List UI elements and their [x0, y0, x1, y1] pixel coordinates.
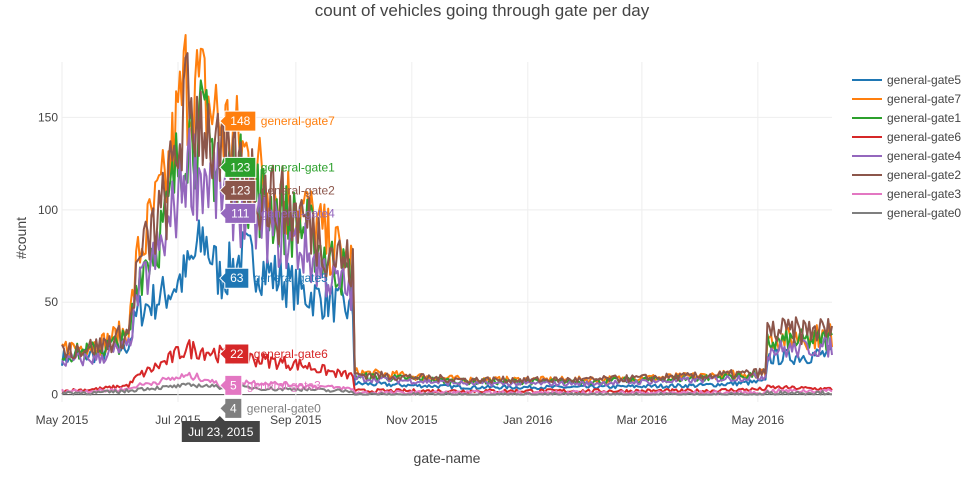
chart-title: count of vehicles going through gate per…	[315, 1, 650, 20]
legend-item-general-gate6[interactable]: general-gate6	[852, 130, 961, 144]
hover-label-general-gate1: 123 general-gate1	[219, 156, 335, 178]
hover-label-box	[219, 267, 250, 289]
legend-label: general-gate6	[887, 130, 961, 144]
hover-value: 148	[230, 114, 250, 128]
legend-item-general-gate0[interactable]: general-gate0	[852, 206, 961, 220]
grid	[61, 62, 832, 402]
x-tick-label: May 2016	[732, 413, 785, 427]
y-tick-label: 100	[38, 203, 58, 217]
hover-label-box	[219, 374, 243, 396]
hover-value: 4	[230, 401, 237, 415]
hover-value: 123	[230, 183, 250, 197]
legend-label: general-gate0	[887, 206, 961, 220]
series-line-general-gate0[interactable]	[61, 382, 832, 396]
x-tick-label: Mar 2016	[617, 413, 668, 427]
series-line-general-gate4[interactable]	[61, 127, 833, 387]
hover-label-general-gate6: 22 general-gate6	[219, 343, 328, 365]
hover-label-general-gate0: 4 general-gate0	[219, 397, 321, 419]
hover-series-name: general-gate6	[254, 347, 328, 361]
legend-item-general-gate1[interactable]: general-gate1	[852, 111, 961, 125]
legend-label: general-gate3	[887, 187, 961, 201]
hover-series-name: general-gate7	[261, 114, 335, 128]
hover-labels: 148 general-gate7 123 general-gate1 123 gener…	[181, 110, 335, 442]
hover-value: 5	[230, 378, 237, 392]
hover-date-text: Jul 23, 2015	[188, 425, 254, 439]
y-tick-label: 0	[51, 388, 58, 402]
legend-label: general-gate4	[887, 149, 961, 163]
hover-label-general-gate4: 111 general-gate4	[219, 202, 335, 224]
hover-label-general-gate7: 148 general-gate7	[219, 110, 335, 132]
hover-label-box	[219, 179, 257, 201]
hover-label-box	[219, 397, 243, 419]
x-axis-title: gate-name	[414, 450, 481, 466]
x-tick-label: May 2015	[36, 413, 89, 427]
hover-label-box	[219, 110, 257, 132]
legend-item-general-gate4[interactable]: general-gate4	[852, 149, 961, 163]
legend-label: general-gate5	[887, 73, 961, 87]
hover-series-name: general-gate4	[261, 206, 335, 220]
y-axis-title: #count	[13, 217, 29, 259]
hover-label-box	[219, 156, 257, 178]
legend-item-general-gate2[interactable]: general-gate2	[852, 168, 961, 182]
series-line-general-gate5[interactable]	[61, 219, 833, 390]
x-tick-label: Jan 2016	[503, 413, 553, 427]
hover-value: 123	[230, 160, 250, 174]
hover-label-general-gate2: 123 general-gate2	[219, 179, 335, 201]
x-tick-label: Sep 2015	[270, 413, 322, 427]
hover-label-general-gate3: 5 general-gate3	[219, 374, 321, 396]
hover-series-name: general-gate3	[247, 378, 321, 392]
legend-label: general-gate2	[887, 168, 961, 182]
legend[interactable]: general-gate5 general-gate7 general-gate1 g…	[852, 73, 961, 220]
hover-label-box	[219, 202, 257, 224]
hover-date-box	[181, 416, 260, 442]
legend-label: general-gate1	[887, 111, 961, 125]
legend-item-general-gate7[interactable]: general-gate7	[852, 92, 961, 106]
y-axis-ticks: 0 50 100 150	[38, 110, 58, 401]
x-axis-ticks: May 2015 Jul 2015 Sep 2015 Nov 2015 Jan 2016…	[36, 413, 785, 427]
series-lines	[61, 34, 833, 396]
hover-label-general-gate5: 63 general-gate5	[219, 267, 328, 289]
hover-value: 22	[230, 347, 244, 361]
hover-label-box	[219, 343, 250, 365]
hover-date-tooltip: Jul 23, 2015	[181, 416, 260, 442]
hover-series-name: general-gate1	[261, 160, 335, 174]
hover-value: 111	[231, 206, 250, 220]
legend-label: general-gate7	[887, 92, 961, 106]
hover-series-name: general-gate2	[261, 183, 335, 197]
hover-value: 63	[230, 271, 244, 285]
x-tick-label: Nov 2015	[386, 413, 438, 427]
y-tick-label: 50	[45, 295, 59, 309]
hover-series-name: general-gate0	[247, 401, 321, 415]
legend-item-general-gate5[interactable]: general-gate5	[852, 73, 961, 87]
hover-series-name: general-gate5	[254, 271, 328, 285]
series-line-general-gate2[interactable]	[61, 52, 833, 384]
legend-item-general-gate3[interactable]: general-gate3	[852, 187, 961, 201]
y-tick-label: 150	[38, 110, 58, 124]
